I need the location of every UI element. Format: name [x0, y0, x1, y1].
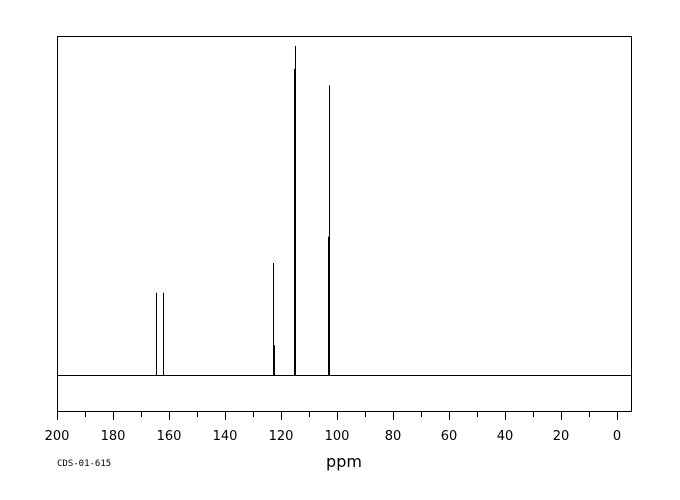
- x-axis-title: ppm: [326, 452, 362, 471]
- x-tick-label: 100: [325, 429, 350, 444]
- x-tick-label: 140: [213, 429, 238, 444]
- x-tick-label: 60: [441, 429, 458, 444]
- x-tick-label: 20: [553, 429, 570, 444]
- x-tick-label: 200: [45, 429, 70, 444]
- x-tick-label: 0: [613, 429, 621, 444]
- x-tick-label: 160: [157, 429, 182, 444]
- x-tick-label: 80: [385, 429, 402, 444]
- x-tick-label: 120: [269, 429, 294, 444]
- plot-frame: [57, 36, 632, 412]
- spectrum-peaks-group: [156, 45, 330, 376]
- x-tick-label: 180: [101, 429, 126, 444]
- x-tick-label: 40: [497, 429, 514, 444]
- x-axis-ticks: [57, 411, 618, 420]
- x-axis-tick-labels: 200 180 160 140 120 100 80 60 40 20 0: [45, 429, 622, 444]
- footnote-id: CDS-01-615: [57, 459, 111, 469]
